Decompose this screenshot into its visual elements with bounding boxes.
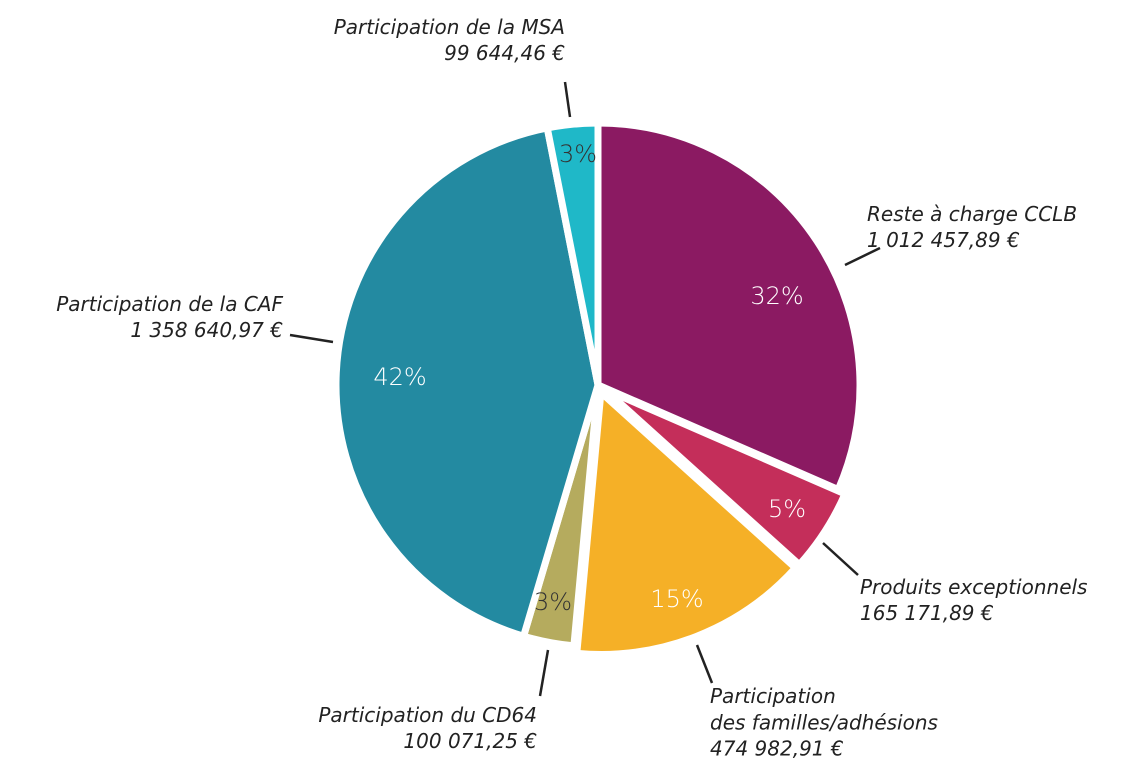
percent-label: 3% (559, 140, 597, 168)
pie-slice (594, 119, 864, 494)
value-label: 100 071,25 € (403, 729, 537, 753)
category-label: Participation des familles/adhésions (710, 684, 938, 735)
pie-slice (573, 388, 800, 658)
leader-line (563, 81, 572, 118)
percent-label: 3% (534, 588, 572, 616)
category-label: Participation de la MSA (334, 15, 565, 39)
leader-line (538, 649, 550, 697)
pie-slice (332, 124, 602, 640)
percent-label: 42% (373, 363, 426, 391)
pie-slice (601, 385, 849, 569)
percent-label: 32% (750, 282, 803, 310)
value-label: 474 982,91 € (710, 737, 844, 761)
value-label: 1 358 640,97 € (130, 318, 283, 342)
leader-line (822, 542, 859, 576)
value-label: 99 644,46 € (444, 41, 565, 65)
leader-line (695, 644, 714, 684)
percent-label: 5% (768, 495, 806, 523)
value-label: 165 171,89 € (860, 601, 994, 625)
value-label: 1 012 457,89 € (867, 228, 1020, 252)
pie-slice (543, 119, 602, 389)
leader-line (289, 333, 334, 344)
category-label: Produits exceptionnels (860, 575, 1087, 599)
category-label: Participation du CD64 (318, 703, 537, 727)
leader-line (844, 246, 881, 267)
category-label: Participation de la CAF (56, 292, 283, 316)
category-label: Reste à charge CCLB (867, 202, 1077, 226)
percent-label: 15% (650, 585, 703, 613)
